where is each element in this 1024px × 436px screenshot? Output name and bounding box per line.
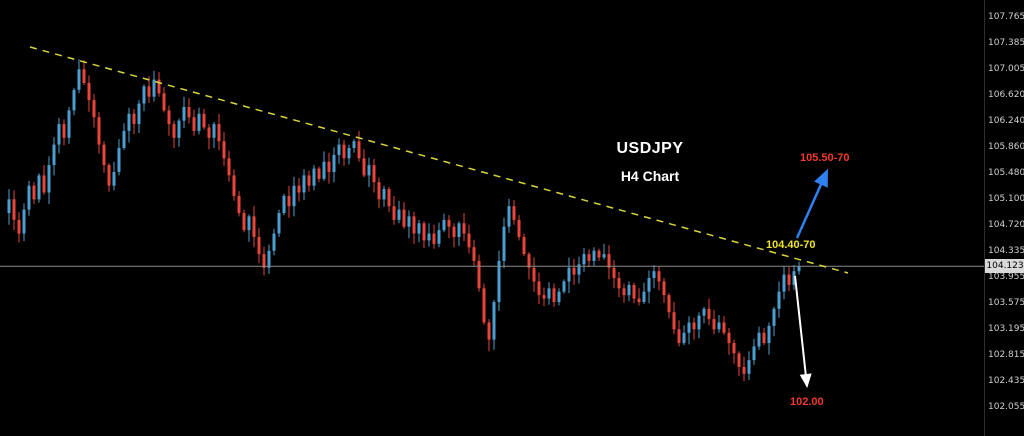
price-axis-label: 103.575: [988, 298, 1024, 308]
price-axis-label: 107.385: [988, 38, 1024, 48]
resistance-zone-label: 105.50-70: [800, 152, 850, 164]
price-axis-label: 103.195: [988, 324, 1024, 334]
price-axis-label: 103.955: [988, 272, 1024, 282]
price-axis-label: 102.435: [988, 376, 1024, 386]
downside-target-label: 102.00: [790, 396, 824, 408]
price-axis-label: 105.480: [988, 168, 1024, 178]
price-axis-label: 102.815: [988, 350, 1024, 360]
price-axis-label: 106.240: [988, 116, 1024, 126]
price-axis-label: 105.860: [988, 142, 1024, 152]
price-axis[interactable]: 107.765 107.385 107.005 106.620 106.240 105.8…: [984, 0, 1024, 436]
price-axis-label: 106.620: [988, 90, 1024, 100]
symbol-label: USDJPY: [616, 140, 684, 157]
price-axis-label: 104.335: [988, 246, 1024, 256]
trendline-breakout-label: 104.40-70: [766, 239, 816, 251]
price-axis-label: 105.100: [988, 194, 1024, 204]
price-axis-label: 107.765: [988, 12, 1024, 22]
timeframe-label: H4 Chart: [620, 168, 680, 184]
price-axis-label: 107.005: [988, 64, 1024, 74]
price-axis-label: 104.720: [988, 220, 1024, 230]
candlestick-chart[interactable]: [0, 0, 985, 436]
current-price-tag: 104.123: [985, 259, 1024, 274]
price-axis-label: 102.055: [988, 402, 1024, 412]
